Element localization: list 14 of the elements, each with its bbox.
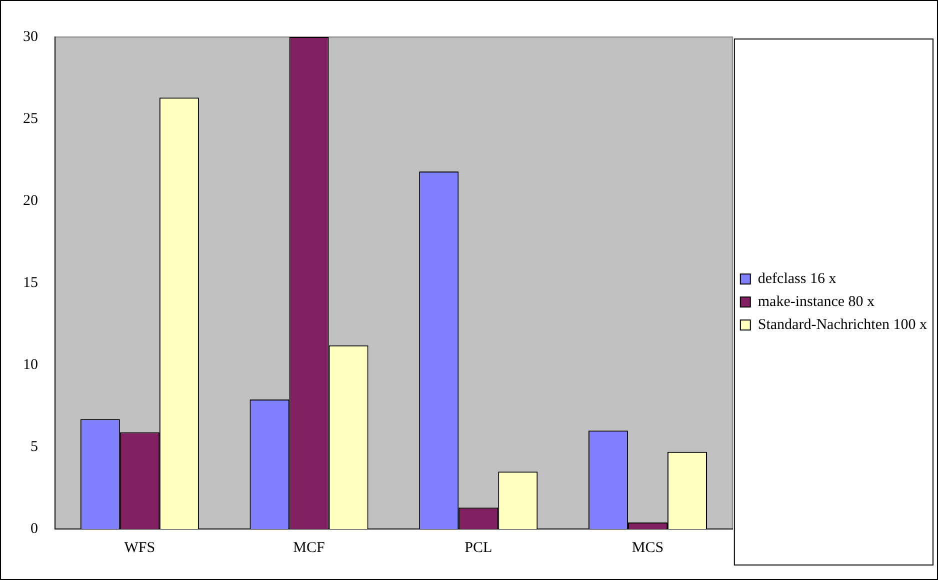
- y-tick-label: 25: [23, 110, 38, 127]
- legend-label: make-instance 80 x: [758, 294, 876, 310]
- y-tick-label: 15: [23, 274, 38, 291]
- y-tick-label: 20: [23, 192, 38, 209]
- x-tick-label: WFS: [124, 540, 156, 556]
- x-tick-label: PCL: [464, 540, 492, 556]
- x-tick-label: MCF: [293, 540, 325, 556]
- x-tick-label: MCS: [632, 540, 664, 556]
- y-tick-label: 5: [30, 438, 38, 455]
- y-tick-label: 30: [23, 28, 38, 45]
- legend-label: defclass 16 x: [758, 270, 837, 287]
- y-tick-label: 10: [23, 356, 38, 373]
- y-tick-label: 0: [30, 520, 38, 537]
- legend-label: Standard-Nachrichten 100 x: [758, 316, 928, 333]
